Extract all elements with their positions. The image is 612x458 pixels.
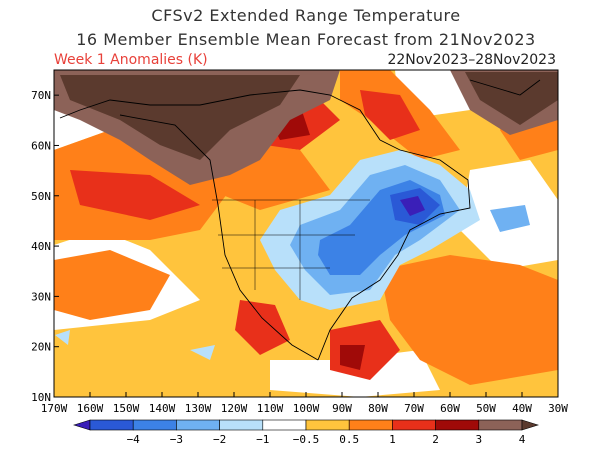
coastline-arctic (59, 89, 381, 141)
field-midblue (490, 205, 530, 232)
lon-tick-label: 150W (113, 402, 140, 415)
field-darkbrown (60, 75, 300, 160)
field-lightblue (55, 330, 70, 345)
lon-tick-label: 140W (149, 402, 176, 415)
colorbar-label: −1 (256, 433, 269, 446)
colorbar-swatch (435, 419, 480, 431)
field-deepblue (400, 196, 425, 216)
field-red (70, 170, 200, 220)
colorbar-label: −4 (127, 433, 141, 446)
colorbar: −4 −3 −2 −1 −0.5 0.5 1 2 3 4 (72, 419, 540, 446)
colorbar-label: −0.5 (293, 433, 320, 446)
lat-tick-label: 30N (31, 290, 51, 303)
colorbar-swatch (262, 419, 307, 431)
week-subtitle: Week 1 Anomalies (K) (54, 52, 208, 68)
lon-tick-label: 80W (368, 402, 388, 415)
colorbar-label: 4 (519, 433, 526, 446)
lon-tick-label: 100W (293, 402, 320, 415)
lon-tick-label: 90W (332, 402, 352, 415)
field-orange (54, 250, 170, 320)
map-field (54, 70, 558, 397)
lon-tick-label: 50W (476, 402, 496, 415)
lon-tick-label: 70W (404, 402, 424, 415)
latitude-axis: 70N 60N 50N 40N 30N 20N 10N (31, 89, 59, 404)
colorbar-swatch (392, 419, 436, 431)
colorbar-swatch (219, 419, 264, 431)
colorbar-label: 1 (389, 433, 396, 446)
lat-tick-label: 70N (31, 89, 51, 102)
date-range: 22Nov2023–28Nov2023 (387, 52, 556, 68)
lon-tick-label: 120W (221, 402, 248, 415)
colorbar-swatch (478, 419, 523, 431)
colorbar-max-arrow (521, 419, 540, 431)
title-line-1: CFSv2 Extended Range Temperature (151, 6, 461, 25)
lon-tick-label: 110W (257, 402, 284, 415)
title-line-2: 16 Member Ensemble Mean Forecast from 21… (76, 30, 536, 49)
colorbar-swatch (305, 419, 350, 431)
colorbar-swatch (176, 419, 220, 431)
coastline-greenland (469, 79, 541, 96)
colorbar-min-arrow (72, 419, 91, 431)
colorbar-swatch (89, 419, 134, 431)
field-lightblue (190, 345, 215, 360)
coastline-north-america (119, 114, 471, 361)
lon-tick-label: 60W (440, 402, 460, 415)
lat-tick-label: 10N (31, 391, 51, 404)
lon-tick-label: 160W (77, 402, 104, 415)
colorbar-label: 3 (475, 433, 482, 446)
colorbar-swatch (348, 419, 393, 431)
colorbar-label: −2 (213, 433, 226, 446)
colorbar-label: −3 (170, 433, 183, 446)
colorbar-label: 0.5 (339, 433, 359, 446)
lat-tick-label: 50N (31, 190, 51, 203)
lat-tick-label: 20N (31, 341, 51, 354)
colorbar-swatch (132, 419, 177, 431)
lon-tick-label: 130W (185, 402, 212, 415)
field-darkred (340, 345, 365, 370)
lon-tick-label: 30W (548, 402, 568, 415)
lon-tick-label: 170W (41, 402, 68, 415)
lon-tick-label: 40W (512, 402, 532, 415)
lat-tick-label: 60N (31, 139, 51, 152)
longitude-axis: 170W 160W 150W 140W 130W 120W 110W 100W 90W 80W 70… (41, 392, 568, 415)
lat-tick-label: 40N (31, 240, 51, 253)
colorbar-label: 2 (432, 433, 439, 446)
field-red (235, 300, 290, 355)
state-boundaries (212, 199, 370, 300)
field-orange (380, 255, 558, 385)
field-red (360, 90, 420, 140)
